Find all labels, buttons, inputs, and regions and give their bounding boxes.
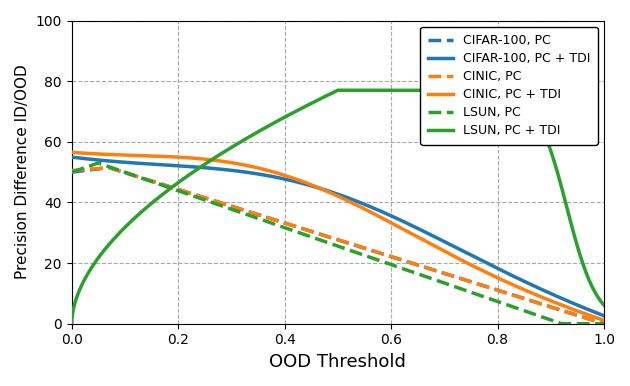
Y-axis label: Precision Difference ID/OOD: Precision Difference ID/OOD (15, 65, 30, 279)
Legend: CIFAR-100, PC, CIFAR-100, PC + TDI, CINIC, PC, CINIC, PC + TDI, LSUN, PC, LSUN, : CIFAR-100, PC, CIFAR-100, PC + TDI, CINI… (420, 27, 598, 145)
X-axis label: OOD Threshold: OOD Threshold (270, 353, 406, 371)
